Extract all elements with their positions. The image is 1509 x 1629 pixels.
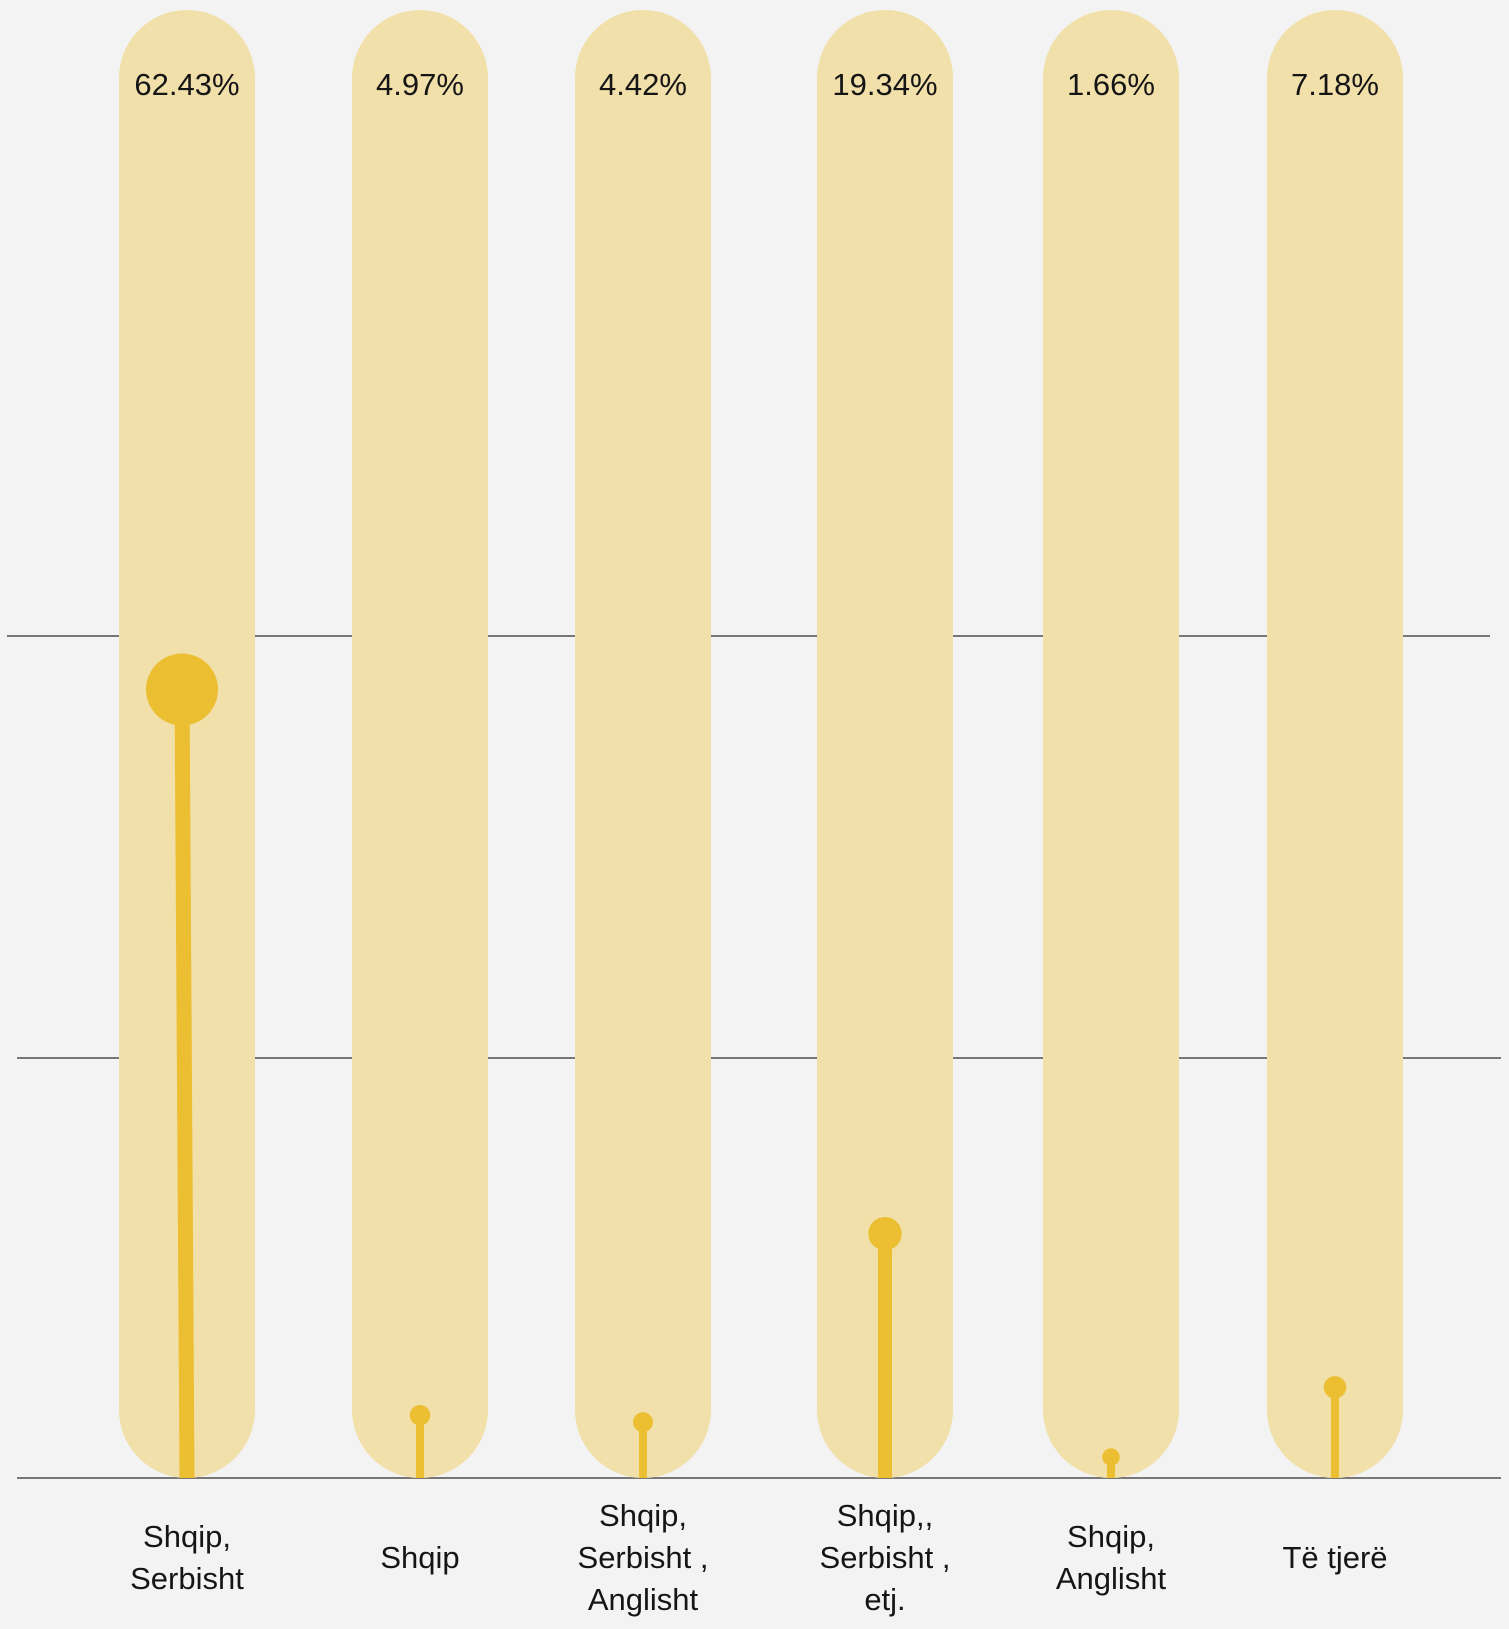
- track-pill-5: [1043, 10, 1179, 1478]
- lollipop-dot-2: [409, 1404, 431, 1426]
- lollipop-stem-1: [174, 689, 195, 1479]
- value-label-1: 62.43%: [134, 67, 239, 102]
- track-pill-3: [575, 10, 711, 1478]
- chart-labels: 62.43% 4.97% 4.42% 19.34% 1.66% 7.18% Shqip, Se…: [130, 67, 1387, 1617]
- category-label-6: Të tjerë: [1282, 1540, 1387, 1575]
- value-label-2: 4.97%: [376, 67, 464, 102]
- value-label-4: 19.34%: [832, 67, 937, 102]
- lollipop-marks: [146, 653, 1347, 1479]
- track-pill-2: [352, 10, 488, 1478]
- value-label-3: 4.42%: [599, 67, 687, 102]
- category-label-2: Shqip: [380, 1540, 459, 1575]
- lollipop-dot-6: [1323, 1376, 1347, 1399]
- track-pills: [119, 10, 1403, 1478]
- lollipop-dot-5: [1102, 1448, 1120, 1466]
- track-pill-6: [1267, 10, 1403, 1478]
- category-label-5: Shqip, Anglisht: [1056, 1519, 1167, 1596]
- lollipop-dot-3: [633, 1412, 653, 1433]
- lollipop-dot-4: [868, 1217, 902, 1251]
- category-label-4: Shqip,, Serbisht , etj.: [820, 1498, 951, 1617]
- value-label-5: 1.66%: [1067, 67, 1155, 102]
- track-pill-4: [817, 10, 953, 1478]
- value-label-6: 7.18%: [1291, 67, 1379, 102]
- lollipop-dot-1: [146, 653, 218, 726]
- category-label-3: Shqip, Serbisht , Anglisht: [578, 1498, 709, 1617]
- category-label-1: Shqip, Serbisht: [130, 1519, 244, 1596]
